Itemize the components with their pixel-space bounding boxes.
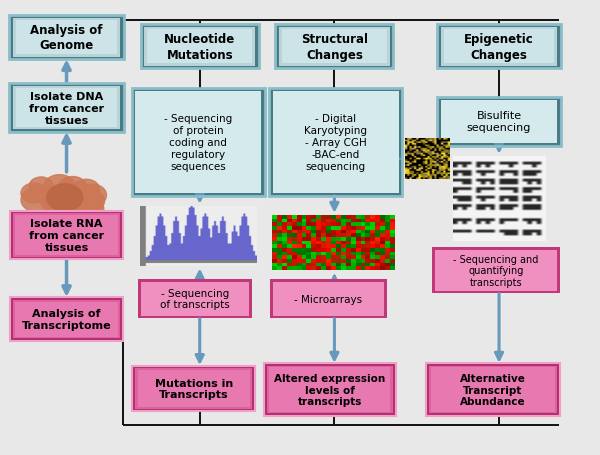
FancyBboxPatch shape — [142, 282, 249, 316]
Text: - Microarrays: - Microarrays — [295, 294, 362, 304]
Text: Nucleotide
Mutations: Nucleotide Mutations — [164, 33, 235, 61]
Text: - Sequencing
of protein
coding and
regulatory
sequences: - Sequencing of protein coding and regul… — [164, 113, 232, 172]
FancyBboxPatch shape — [270, 280, 387, 318]
FancyBboxPatch shape — [13, 19, 121, 57]
FancyBboxPatch shape — [10, 212, 124, 259]
FancyBboxPatch shape — [437, 98, 561, 147]
FancyBboxPatch shape — [429, 366, 557, 414]
Circle shape — [73, 198, 104, 221]
FancyBboxPatch shape — [9, 16, 124, 60]
FancyBboxPatch shape — [16, 89, 118, 128]
FancyBboxPatch shape — [16, 21, 118, 55]
Text: - Sequencing and
quantifying
transcripts: - Sequencing and quantifying transcripts — [454, 254, 539, 287]
FancyBboxPatch shape — [273, 282, 384, 316]
FancyBboxPatch shape — [269, 368, 391, 412]
Circle shape — [47, 184, 83, 212]
FancyBboxPatch shape — [264, 364, 396, 416]
Text: Epigenetic
Changes: Epigenetic Changes — [464, 33, 534, 61]
Text: Bisulfite
sequencing: Bisulfite sequencing — [467, 111, 531, 133]
FancyBboxPatch shape — [434, 250, 557, 291]
FancyBboxPatch shape — [13, 300, 121, 339]
FancyBboxPatch shape — [267, 366, 393, 414]
Circle shape — [74, 190, 104, 213]
FancyBboxPatch shape — [136, 91, 261, 193]
Circle shape — [21, 188, 53, 212]
FancyBboxPatch shape — [275, 25, 394, 69]
FancyBboxPatch shape — [133, 366, 255, 411]
FancyBboxPatch shape — [145, 28, 255, 66]
FancyBboxPatch shape — [431, 368, 555, 412]
Circle shape — [44, 175, 76, 199]
Circle shape — [29, 177, 53, 196]
FancyBboxPatch shape — [443, 30, 554, 64]
Text: - Sequencing
of transcripts: - Sequencing of transcripts — [160, 288, 230, 310]
FancyBboxPatch shape — [141, 25, 259, 69]
FancyBboxPatch shape — [10, 298, 124, 341]
FancyBboxPatch shape — [138, 370, 250, 407]
Text: Isolate RNA
from cancer
tissues: Isolate RNA from cancer tissues — [29, 219, 104, 252]
FancyBboxPatch shape — [269, 89, 403, 196]
Text: Analysis of
Transcriptome: Analysis of Transcriptome — [22, 308, 112, 330]
Text: Analysis of
Genome: Analysis of Genome — [30, 24, 103, 52]
FancyBboxPatch shape — [440, 101, 557, 144]
FancyBboxPatch shape — [13, 214, 121, 257]
Text: Isolate DNA
from cancer
tissues: Isolate DNA from cancer tissues — [29, 91, 104, 126]
FancyBboxPatch shape — [15, 216, 118, 255]
Text: Altered expression
levels of
transcripts: Altered expression levels of transcripts — [274, 373, 386, 406]
FancyBboxPatch shape — [426, 364, 560, 416]
Text: Structural
Changes: Structural Changes — [301, 33, 368, 61]
FancyBboxPatch shape — [13, 87, 121, 130]
FancyBboxPatch shape — [437, 25, 561, 69]
Text: Alternative
Transcript
Abundance: Alternative Transcript Abundance — [460, 373, 526, 406]
Text: Mutations in
Transcripts: Mutations in Transcripts — [155, 378, 233, 399]
Circle shape — [55, 199, 87, 223]
FancyBboxPatch shape — [440, 28, 557, 66]
FancyBboxPatch shape — [9, 84, 124, 133]
FancyBboxPatch shape — [279, 28, 390, 66]
Text: - Digital
Karyotyping
- Array CGH
-BAC-end
sequencing: - Digital Karyotyping - Array CGH -BAC-e… — [304, 113, 367, 172]
FancyBboxPatch shape — [136, 368, 252, 409]
FancyBboxPatch shape — [431, 248, 560, 293]
FancyBboxPatch shape — [273, 91, 399, 193]
Circle shape — [59, 177, 87, 198]
FancyBboxPatch shape — [139, 280, 252, 318]
Circle shape — [77, 185, 106, 207]
FancyBboxPatch shape — [132, 89, 265, 196]
Circle shape — [44, 193, 74, 217]
FancyBboxPatch shape — [148, 30, 252, 64]
Circle shape — [73, 180, 100, 200]
Circle shape — [41, 196, 61, 211]
FancyBboxPatch shape — [15, 302, 118, 337]
Text: CANCER: CANCER — [50, 221, 79, 228]
FancyBboxPatch shape — [282, 30, 387, 64]
Circle shape — [21, 184, 47, 203]
